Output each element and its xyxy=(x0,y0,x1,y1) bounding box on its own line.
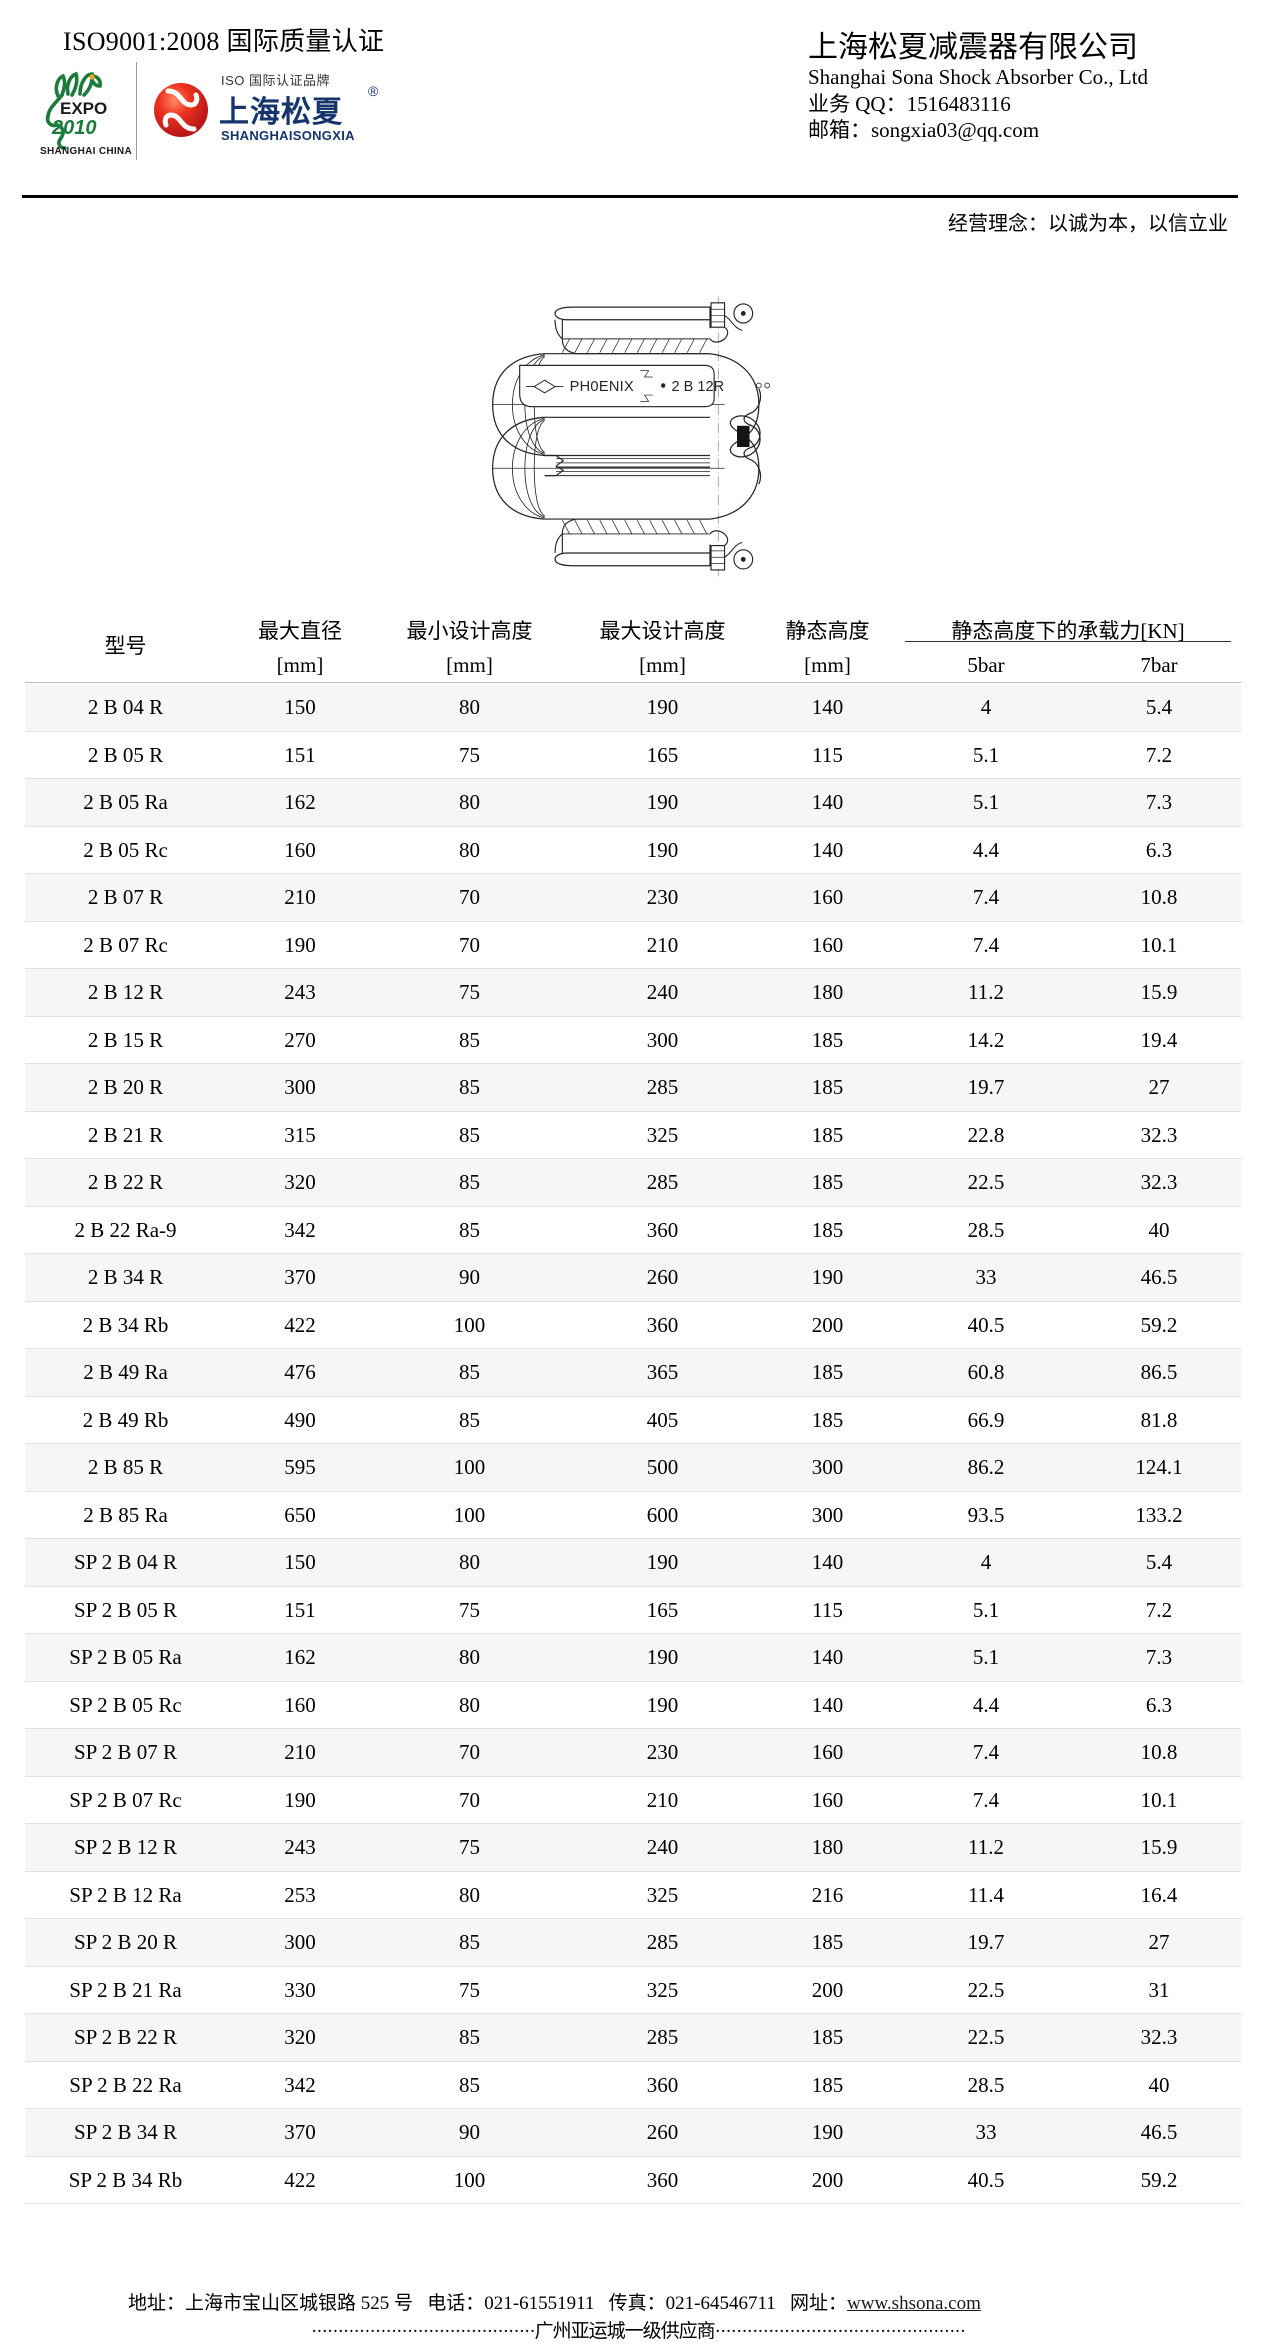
svg-text:2 B 12R: 2 B 12R xyxy=(672,379,725,395)
svg-text:SHANGHAI CHINA: SHANGHAI CHINA xyxy=(40,146,132,157)
svg-text:2010: 2010 xyxy=(51,117,97,139)
svg-text:EXPO: EXPO xyxy=(60,99,107,118)
svg-text:PH0ENIX: PH0ENIX xyxy=(570,379,634,395)
